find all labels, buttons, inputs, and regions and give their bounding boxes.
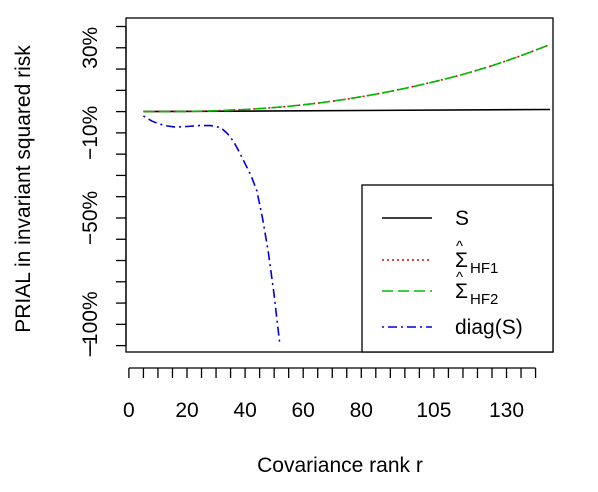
legend-sub-2: HF2 bbox=[470, 291, 498, 308]
series-layer bbox=[142, 43, 551, 346]
x-tick-label: 40 bbox=[233, 399, 256, 422]
x-tick-label: 60 bbox=[292, 399, 315, 422]
y-tick-label: −100% bbox=[79, 291, 102, 357]
x-tick-label: 130 bbox=[489, 399, 524, 422]
y-tick-label: −10% bbox=[79, 106, 102, 160]
x-axis-label: Covariance rank r bbox=[257, 454, 423, 477]
legend-label-3: diag(S) bbox=[455, 316, 523, 339]
legend-label-2: Σ bbox=[455, 280, 468, 303]
legend-label-0: S bbox=[455, 207, 469, 230]
axis-ticks: 0 20 40 60 80 105 130 30% −10% −50% −100%− bbox=[79, 25, 537, 422]
legend-label-1: Σ bbox=[455, 249, 468, 272]
series-line-3 bbox=[142, 115, 281, 346]
x-tick-label: 0 bbox=[123, 399, 135, 422]
legend-box bbox=[361, 184, 554, 353]
series-line-2 bbox=[143, 43, 551, 113]
y-tick-label: 30% bbox=[79, 27, 102, 69]
series-line-1 bbox=[143, 43, 551, 113]
legend-sub-1: HF1 bbox=[470, 260, 498, 277]
y-end-label: − bbox=[79, 339, 102, 351]
legend-hat-1: ^ bbox=[456, 238, 463, 255]
y-axis-label: PRIAL in invariant squared risk bbox=[12, 45, 35, 333]
x-tick-label: 20 bbox=[175, 399, 198, 422]
legend-hat-2: ^ bbox=[456, 269, 463, 286]
y-tick-label: −50% bbox=[79, 191, 102, 245]
x-tick-label: 105 bbox=[416, 399, 451, 422]
x-tick-label: 80 bbox=[350, 399, 373, 422]
